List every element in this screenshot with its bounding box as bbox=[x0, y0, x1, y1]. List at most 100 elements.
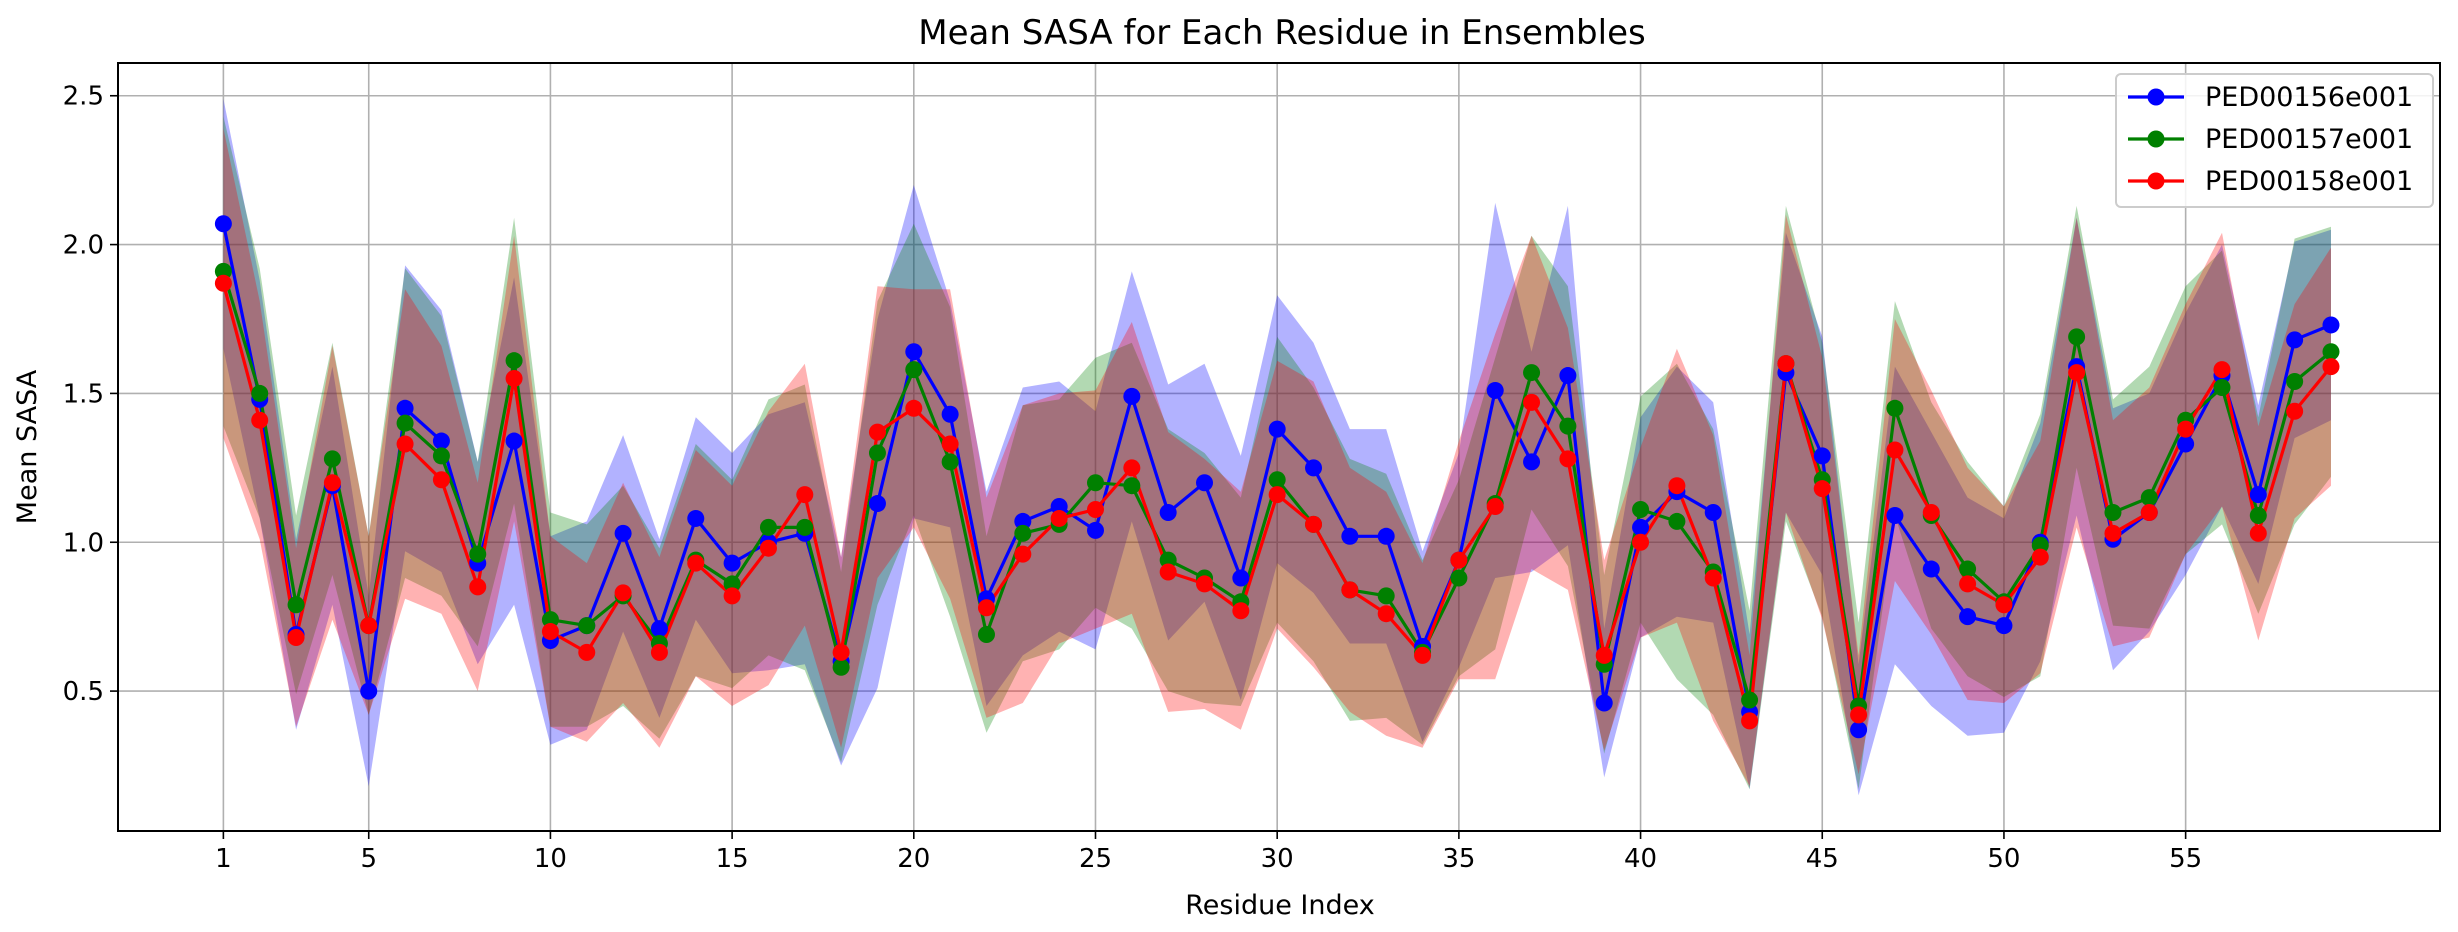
y-ticks: 0.5 1.0 1.5 2.0 2.5 bbox=[63, 82, 118, 707]
data-point-3 bbox=[2213, 361, 2231, 379]
x-ticks: 1 5 10 15 20 25 30 35 40 45 50 55 bbox=[215, 831, 2202, 874]
legend-marker-1 bbox=[2147, 88, 2165, 106]
data-point-3 bbox=[723, 587, 741, 605]
data-point-2 bbox=[1450, 569, 1468, 587]
data-point-1 bbox=[432, 432, 450, 450]
data-point-3 bbox=[1995, 596, 2013, 614]
data-point-3 bbox=[1959, 575, 1977, 593]
data-point-1 bbox=[1523, 453, 1541, 471]
data-point-3 bbox=[1232, 602, 1250, 620]
data-point-1 bbox=[1995, 617, 2013, 635]
grid bbox=[118, 63, 2440, 831]
data-point-1 bbox=[360, 682, 378, 700]
data-point-3 bbox=[905, 399, 923, 417]
data-point-1 bbox=[1305, 459, 1323, 477]
data-point-2 bbox=[1668, 512, 1686, 530]
data-point-1 bbox=[2286, 331, 2304, 349]
data-point-3 bbox=[1668, 477, 1686, 495]
data-point-2 bbox=[287, 596, 305, 614]
data-point-3 bbox=[1159, 563, 1177, 581]
data-point-3 bbox=[2068, 364, 2086, 382]
data-point-3 bbox=[687, 554, 705, 572]
data-point-3 bbox=[650, 643, 668, 661]
data-point-3 bbox=[614, 584, 632, 602]
legend-label-1: PED00156e001 bbox=[2205, 82, 2413, 113]
x-tick-label: 20 bbox=[897, 844, 930, 874]
x-tick-label: 50 bbox=[1987, 844, 2020, 874]
data-point-3 bbox=[1922, 503, 1940, 521]
series-band-2 bbox=[223, 116, 2332, 790]
data-point-1 bbox=[650, 620, 668, 638]
legend-marker-3 bbox=[2147, 172, 2165, 190]
data-point-2 bbox=[723, 575, 741, 593]
x-tick-label: 35 bbox=[1442, 844, 1475, 874]
data-point-3 bbox=[1741, 712, 1759, 730]
data-point-3 bbox=[1414, 646, 1432, 664]
error-bands bbox=[223, 98, 2332, 796]
data-point-3 bbox=[796, 486, 814, 504]
data-point-1 bbox=[1813, 447, 1831, 465]
data-point-2 bbox=[2213, 378, 2231, 396]
data-point-3 bbox=[1014, 545, 1032, 563]
y-axis-label: Mean SASA bbox=[12, 369, 43, 524]
data-point-2 bbox=[2031, 536, 2049, 554]
data-point-3 bbox=[251, 411, 269, 429]
data-point-1 bbox=[1886, 506, 1904, 524]
data-point-2 bbox=[541, 611, 559, 629]
data-point-1 bbox=[1268, 420, 1286, 438]
data-point-3 bbox=[1632, 533, 1650, 551]
data-point-1 bbox=[2322, 316, 2340, 334]
data-point-2 bbox=[505, 352, 523, 370]
data-point-3 bbox=[1704, 569, 1722, 587]
y-tick-label: 1.5 bbox=[63, 379, 104, 409]
data-point-3 bbox=[214, 274, 232, 292]
data-point-3 bbox=[1595, 646, 1613, 664]
data-point-1 bbox=[1559, 367, 1577, 385]
data-point-3 bbox=[1450, 551, 1468, 569]
x-tick-label: 30 bbox=[1261, 844, 1294, 874]
data-point-1 bbox=[2177, 435, 2195, 453]
data-point-3 bbox=[1123, 459, 1141, 477]
data-point-3 bbox=[1886, 441, 1904, 459]
data-point-3 bbox=[541, 623, 559, 641]
data-point-3 bbox=[396, 435, 414, 453]
series-band-1 bbox=[223, 98, 2332, 796]
data-point-1 bbox=[687, 509, 705, 527]
data-point-3 bbox=[2177, 420, 2195, 438]
data-point-1 bbox=[1377, 527, 1395, 545]
data-point-2 bbox=[432, 447, 450, 465]
data-point-3 bbox=[1850, 706, 1868, 724]
y-tick-label: 2.5 bbox=[63, 82, 104, 112]
data-point-2 bbox=[214, 262, 232, 280]
data-point-2 bbox=[323, 450, 341, 468]
data-point-2 bbox=[1959, 560, 1977, 578]
data-point-1 bbox=[214, 215, 232, 233]
data-point-2 bbox=[1086, 474, 1104, 492]
data-point-3 bbox=[2322, 358, 2340, 376]
data-point-3 bbox=[759, 539, 777, 557]
data-point-3 bbox=[832, 643, 850, 661]
data-point-2 bbox=[2140, 489, 2158, 507]
data-point-2 bbox=[578, 617, 596, 635]
legend-label-3: PED00158e001 bbox=[2205, 166, 2413, 197]
data-point-1 bbox=[723, 554, 741, 572]
data-point-1 bbox=[868, 495, 886, 513]
data-point-2 bbox=[2249, 506, 2267, 524]
data-point-3 bbox=[287, 629, 305, 647]
data-point-3 bbox=[977, 599, 995, 617]
series-points bbox=[214, 215, 2340, 739]
data-point-1 bbox=[1232, 569, 1250, 587]
data-point-1 bbox=[505, 432, 523, 450]
data-point-2 bbox=[1632, 501, 1650, 519]
legend-marker-2 bbox=[2147, 130, 2165, 148]
data-point-1 bbox=[1595, 694, 1613, 712]
data-point-3 bbox=[1196, 575, 1214, 593]
data-point-3 bbox=[1813, 480, 1831, 498]
data-point-2 bbox=[1268, 471, 1286, 489]
data-point-3 bbox=[2286, 402, 2304, 420]
data-point-1 bbox=[941, 405, 959, 423]
data-point-3 bbox=[1050, 509, 1068, 527]
data-point-2 bbox=[1159, 551, 1177, 569]
